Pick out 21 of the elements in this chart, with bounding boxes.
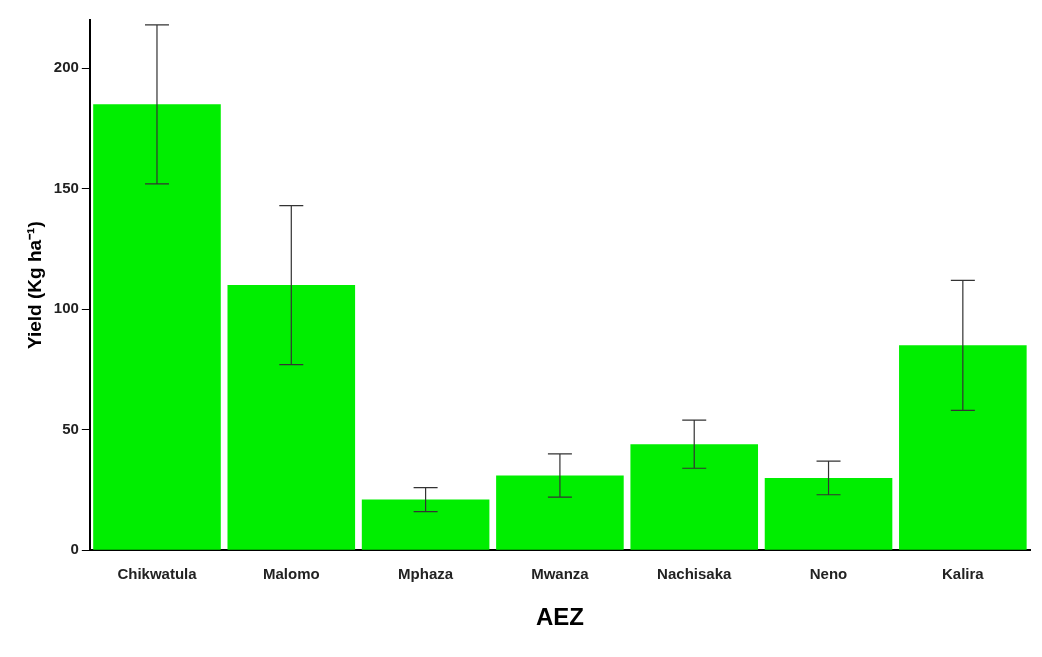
bar [630,444,759,550]
y-tick-label: 200 [53,58,79,76]
x-tick-label: Neno [809,565,848,583]
bar [93,104,221,550]
y-tick-label: 0 [70,540,79,558]
bar [227,285,356,550]
bar [764,477,893,550]
y-tick-label: 100 [53,299,79,317]
x-tick-label: Kalira [941,565,985,583]
bar [899,345,1027,550]
x-axis-title: AEZ [535,603,584,631]
x-tick-label: Malomo [262,565,320,583]
y-tick-label: 50 [62,419,79,437]
bar [361,499,490,550]
x-tick-label: Nachisaka [657,565,732,583]
y-tick-label: 150 [53,178,79,196]
bar [496,475,624,550]
y-axis-title: Yield (Kg ha⁻¹) [23,221,45,349]
x-tick-label: Mphaza [398,565,454,583]
x-tick-label: Chikwatula [117,565,198,583]
x-tick-label: Mwanza [531,565,590,583]
